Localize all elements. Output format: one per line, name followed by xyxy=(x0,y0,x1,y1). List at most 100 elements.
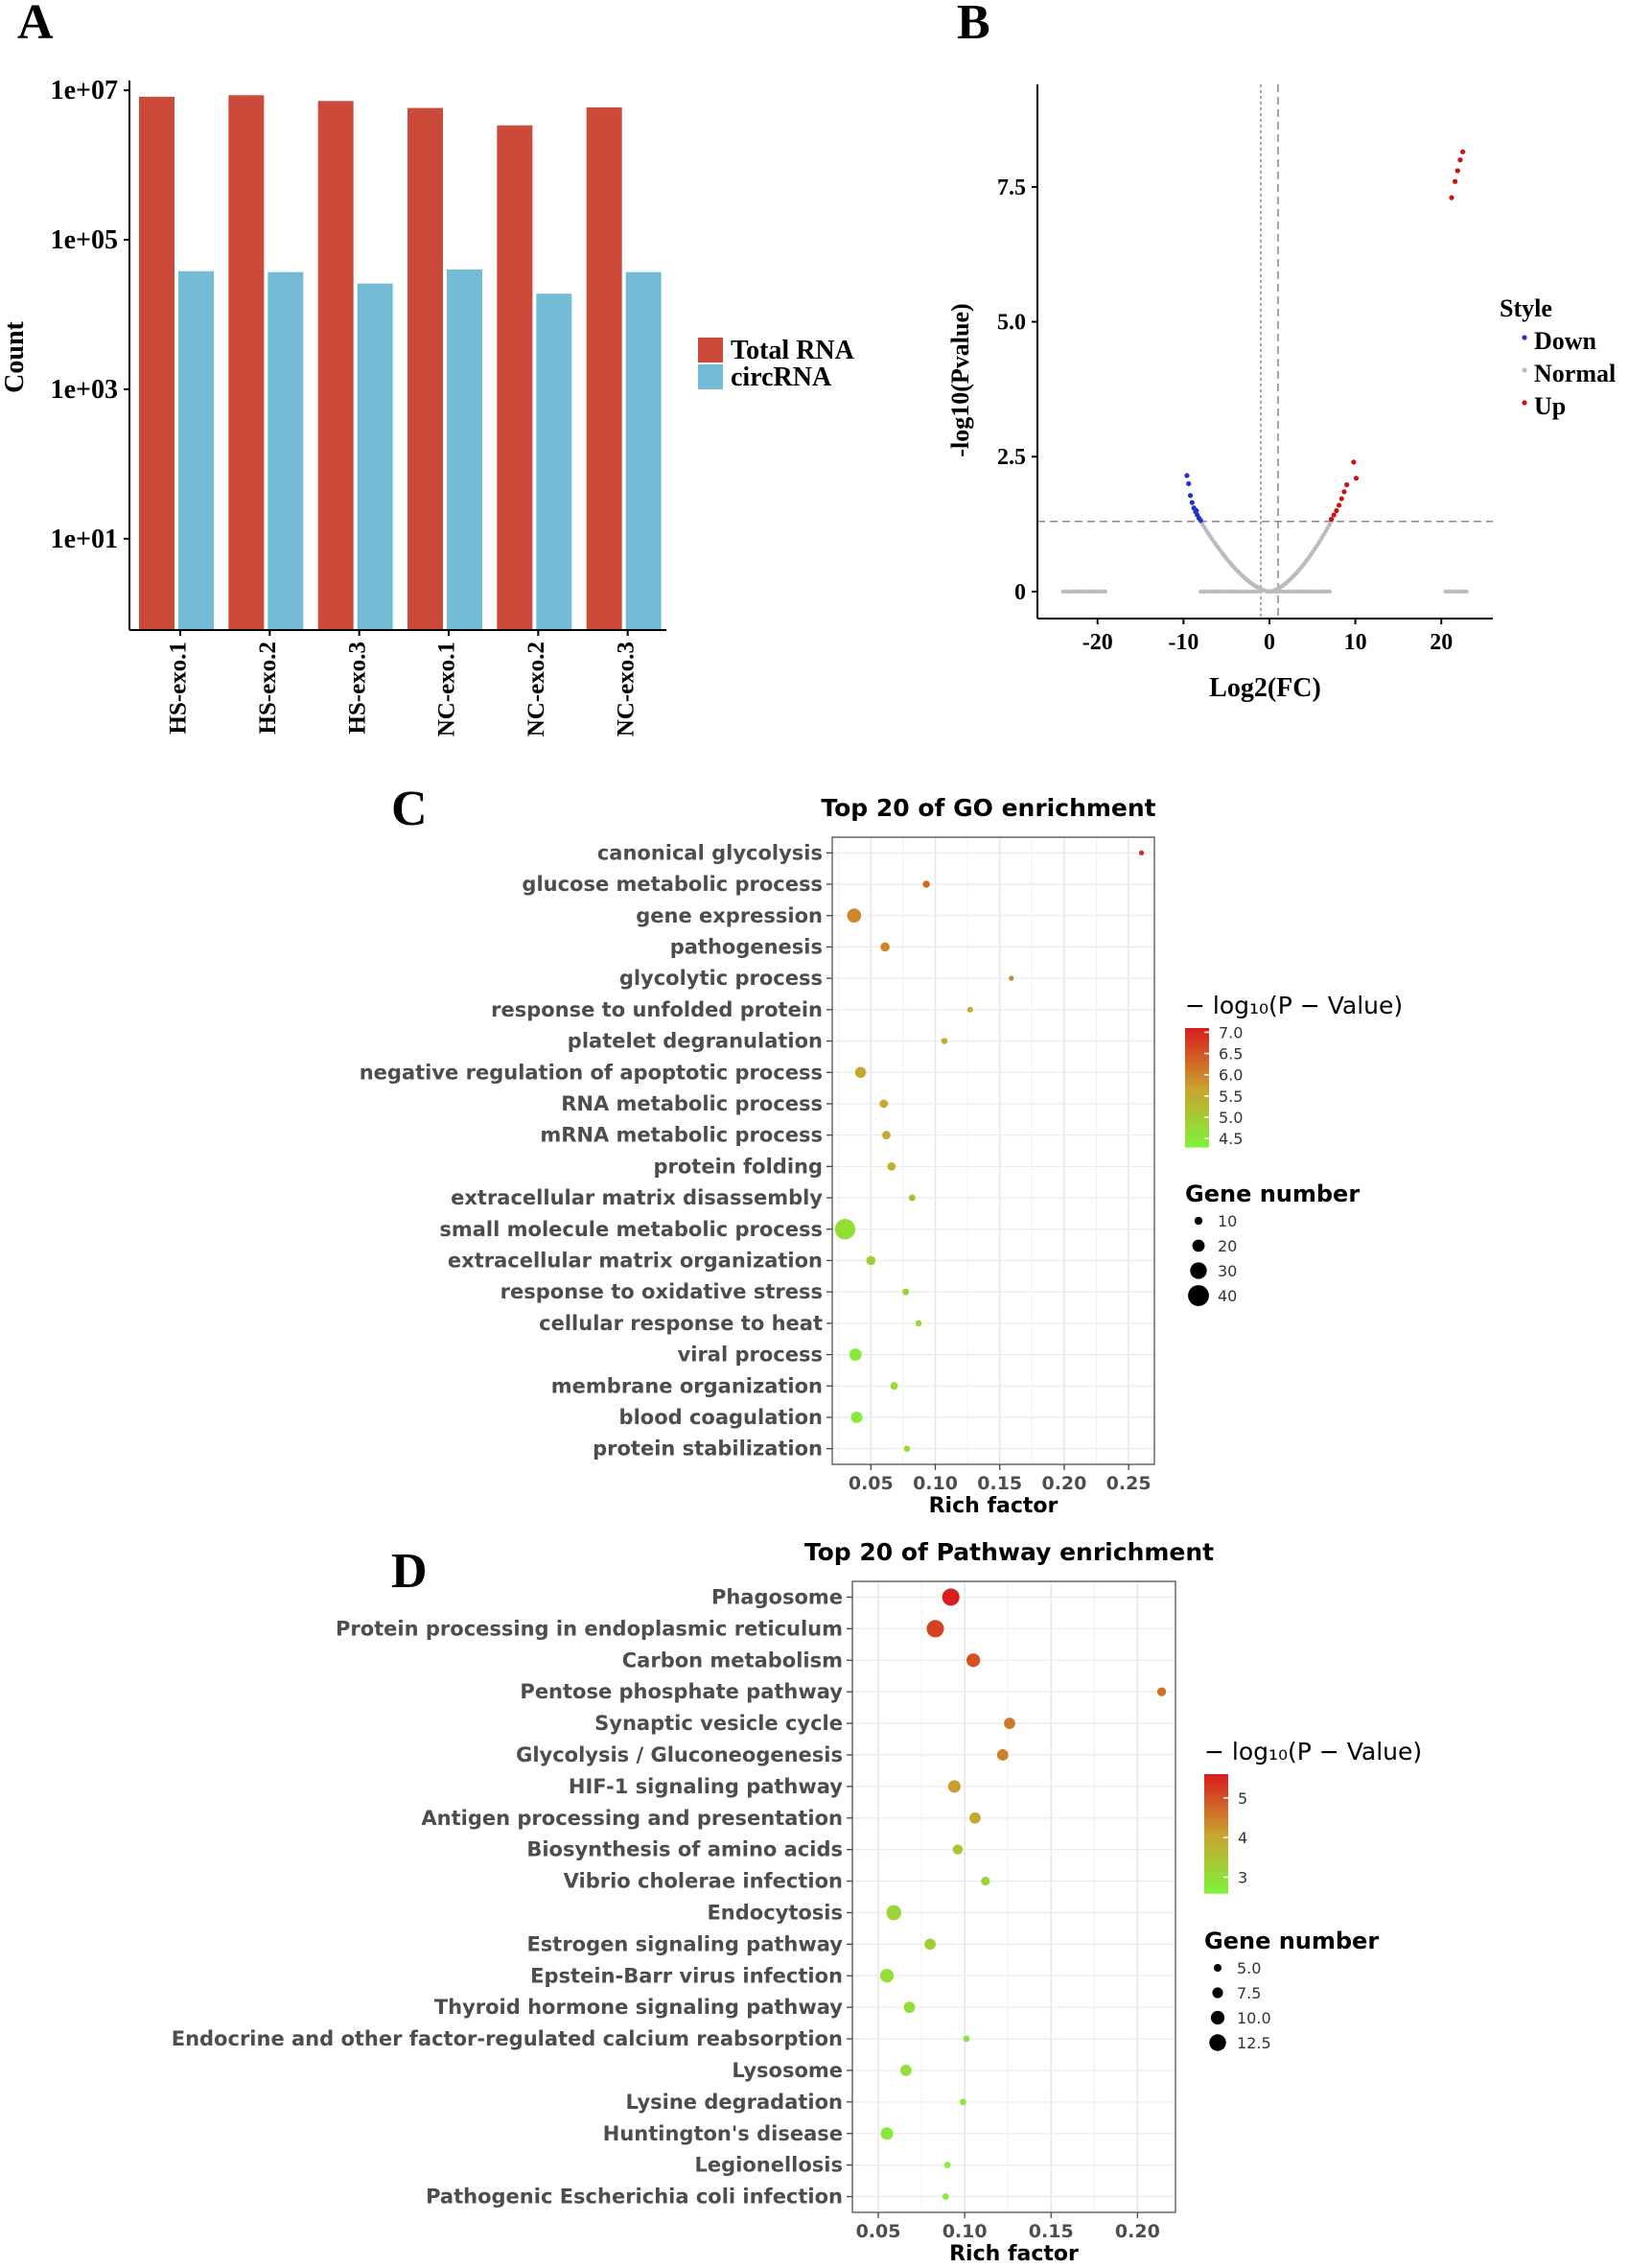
bar-total-rna xyxy=(139,96,175,631)
normal-point xyxy=(1204,589,1209,595)
normal-point xyxy=(1231,589,1236,595)
normal-point xyxy=(1461,589,1466,595)
color-bar-segment xyxy=(1204,1786,1228,1790)
category-label: Lysosome xyxy=(732,2059,843,2082)
size-legend-title: Gene number xyxy=(1204,1928,1379,1954)
x-tick-label: NC-exo.3 xyxy=(613,642,639,737)
enrichment-point xyxy=(866,1255,876,1266)
color-bar-label: 5.5 xyxy=(1219,1087,1243,1106)
color-bar-segment xyxy=(1204,1812,1228,1816)
color-bar-segment xyxy=(1204,1821,1228,1826)
enrichment-point xyxy=(834,1219,856,1240)
normal-point xyxy=(1060,589,1066,595)
color-bar-label: 6.0 xyxy=(1219,1066,1243,1085)
color-bar-segment xyxy=(1204,1780,1228,1784)
category-label: response to unfolded protein xyxy=(491,998,823,1021)
pathway-enrichment-panel-d: Phagosome Protein processing in endoplasm… xyxy=(172,1538,1422,2266)
color-bar-segment xyxy=(1185,1087,1209,1091)
color-bar-segment xyxy=(1204,1818,1228,1823)
category-label: protein stabilization xyxy=(593,1438,823,1461)
bar-total-rna xyxy=(497,125,533,630)
normal-point xyxy=(1303,589,1308,595)
color-bar-segment xyxy=(1185,1093,1209,1097)
color-bar-segment xyxy=(1185,1031,1209,1035)
down-point xyxy=(1189,500,1195,505)
enrichment-point xyxy=(902,1288,910,1296)
normal-point xyxy=(1297,589,1302,595)
down-point xyxy=(1184,473,1190,479)
category-label: Synaptic vesicle cycle xyxy=(594,1712,843,1735)
normal-point xyxy=(1073,589,1078,595)
category-label: Antigen processing and presentation xyxy=(421,1807,843,1830)
bar-chart-panel-a: HS-exo.1 HS-exo.2 HS-exo.3 NC-exo.1 NC-exo.2… xyxy=(0,76,855,737)
normal-point xyxy=(1458,589,1463,595)
legend-label: Normal xyxy=(1534,360,1616,387)
category-label: mRNA metabolic process xyxy=(540,1124,823,1147)
legend-key xyxy=(1522,400,1527,406)
color-bar-segment xyxy=(1185,1137,1209,1142)
size-legend-dot xyxy=(1190,1262,1207,1279)
size-legend-label: 20 xyxy=(1218,1237,1237,1255)
normal-point xyxy=(1207,589,1212,595)
color-bar-segment xyxy=(1204,1836,1228,1840)
color-bar-label: 5 xyxy=(1238,1789,1247,1808)
category-label: blood coagulation xyxy=(619,1406,823,1429)
color-bar-segment xyxy=(1204,1848,1228,1853)
color-bar-segment xyxy=(1185,1099,1209,1104)
color-bar-segment xyxy=(1185,1105,1209,1110)
bar-total-rna xyxy=(407,107,443,631)
color-bar-segment xyxy=(1204,1866,1228,1870)
color-bar-segment xyxy=(1204,1824,1228,1829)
x-tick-label: 0.10 xyxy=(913,1473,958,1494)
enrichment-point xyxy=(887,1161,896,1171)
normal-point xyxy=(1240,589,1245,595)
color-bar-segment xyxy=(1185,1066,1209,1070)
color-bar-segment xyxy=(1185,1108,1209,1112)
up-point xyxy=(1341,489,1347,495)
color-bar-segment xyxy=(1204,1783,1228,1787)
category-label: membrane organization xyxy=(551,1374,823,1397)
color-bar-segment xyxy=(1204,1878,1228,1882)
category-label: Huntington's disease xyxy=(603,2122,843,2145)
panel-label-d: D xyxy=(391,1544,428,1599)
size-legend-dot xyxy=(1192,1239,1205,1252)
go-enrichment-panel-c: canonical glycolysis glucose metabolic pr… xyxy=(360,794,1403,1518)
category-label: extracellular matrix disassembly xyxy=(451,1186,823,1209)
color-bar-segment xyxy=(1185,1140,1209,1145)
normal-point xyxy=(1325,526,1330,530)
category-label: Biosynthesis of amino acids xyxy=(526,1838,843,1861)
legend-key xyxy=(1522,335,1527,340)
enrichment-point xyxy=(947,1780,961,1793)
enrichment-point xyxy=(942,1588,960,1606)
color-bar-segment xyxy=(1204,1881,1228,1885)
normal-point xyxy=(1464,589,1469,595)
down-point xyxy=(1186,480,1192,486)
color-bar-segment xyxy=(1185,1040,1209,1044)
x-tick-label: HS-exo.2 xyxy=(255,642,281,735)
enrichment-point xyxy=(943,2162,951,2169)
category-label: platelet degranulation xyxy=(568,1030,823,1053)
x-tick-label: 0.05 xyxy=(849,1473,894,1494)
plot-frame xyxy=(831,836,1155,1465)
category-label: glucose metabolic process xyxy=(522,873,823,896)
color-bar-segment xyxy=(1185,1028,1209,1032)
normal-point xyxy=(1198,589,1203,595)
y-axis-label: Count xyxy=(0,320,30,392)
normal-point xyxy=(1455,589,1460,595)
x-tick-label: 0.20 xyxy=(1041,1473,1086,1494)
color-bar-segment xyxy=(1204,1804,1228,1808)
normal-point xyxy=(1094,589,1099,595)
color-bar-segment xyxy=(1185,1117,1209,1121)
normal-point xyxy=(1327,589,1332,595)
enrichment-point xyxy=(966,1653,981,1668)
color-bar-segment xyxy=(1204,1859,1228,1864)
category-label: small molecule metabolic process xyxy=(439,1218,823,1241)
color-bar-label: 7.0 xyxy=(1219,1023,1243,1041)
color-bar-segment xyxy=(1204,1889,1228,1894)
size-legend-dot xyxy=(1210,2010,1225,2025)
category-label: gene expression xyxy=(636,904,823,927)
normal-point xyxy=(1103,589,1108,595)
up-point xyxy=(1460,149,1466,154)
enrichment-point xyxy=(880,942,890,952)
